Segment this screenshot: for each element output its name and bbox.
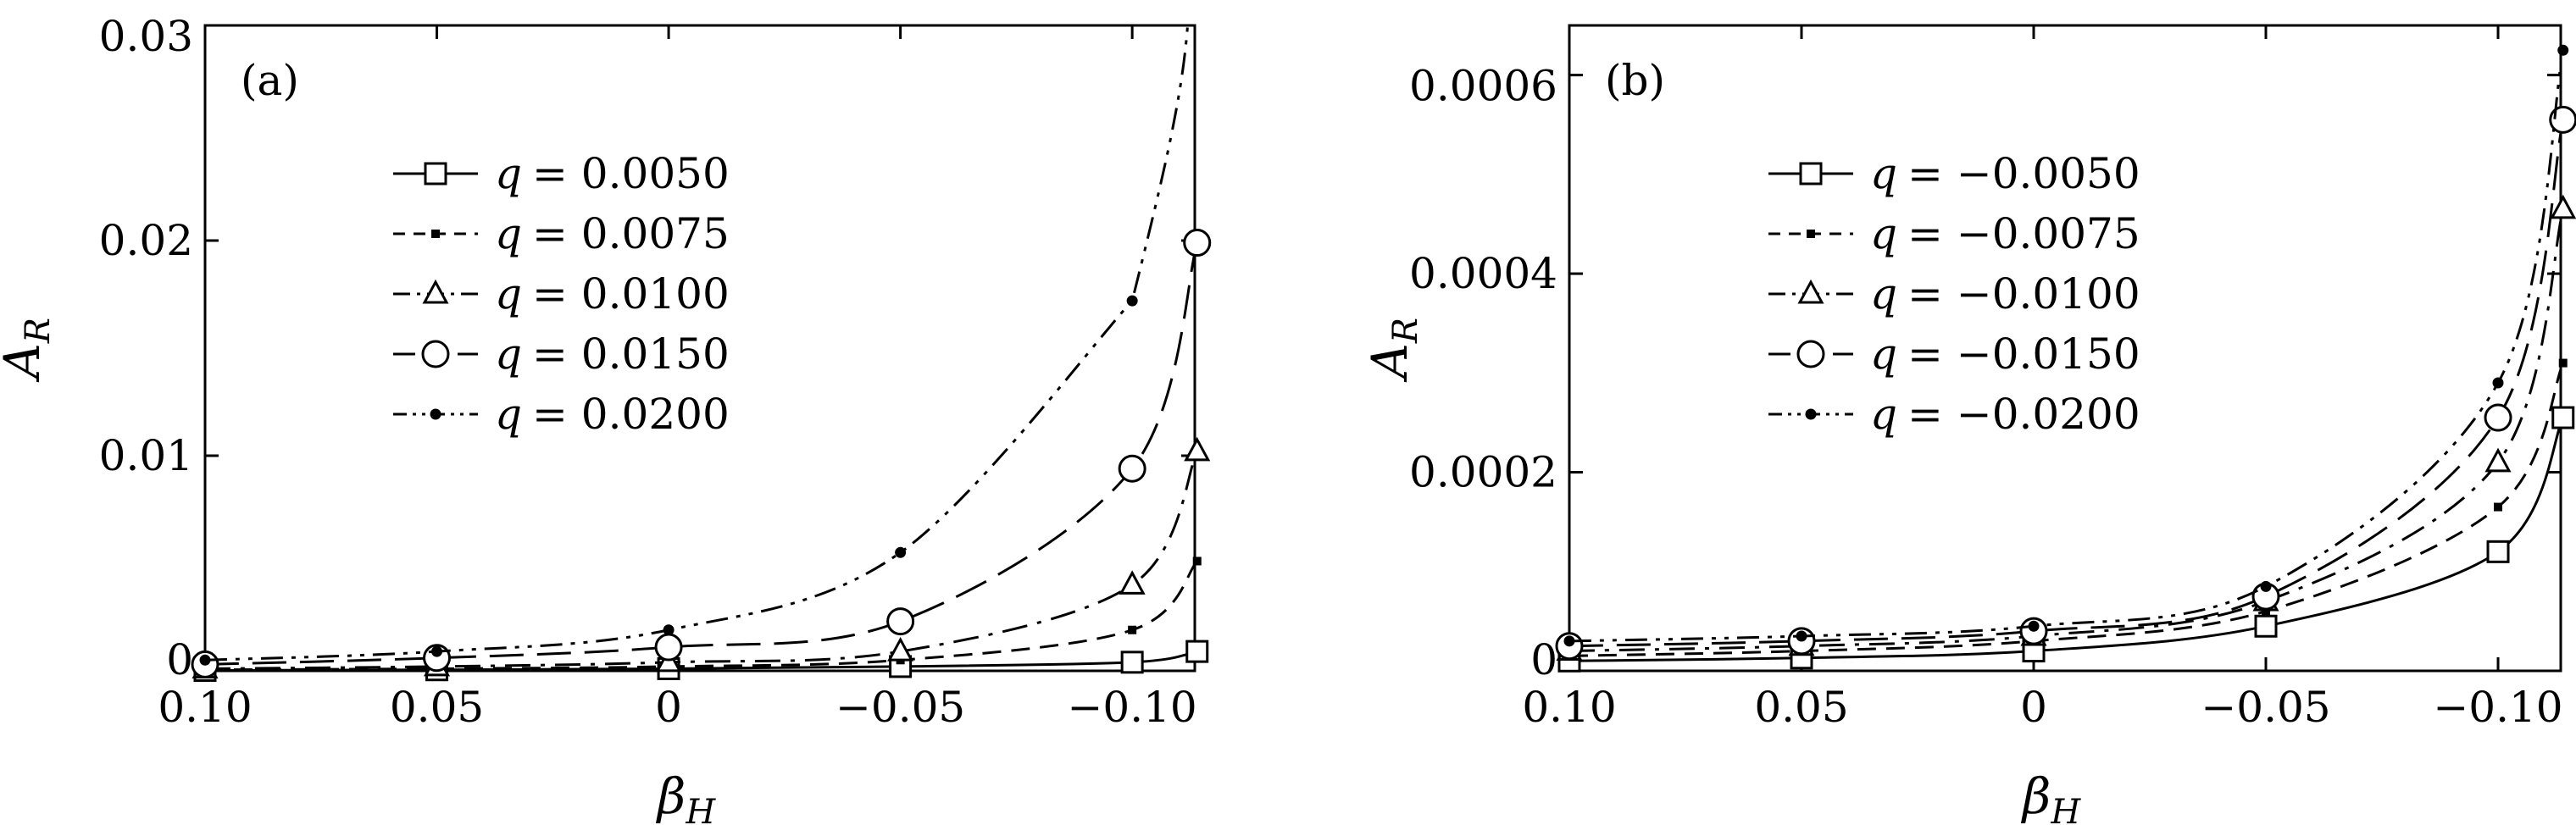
legend-label: q = −0.0150 xyxy=(1870,329,2140,379)
data-point-smallsquare xyxy=(1128,625,1137,634)
series-5 xyxy=(1563,44,2569,647)
series-line xyxy=(1569,125,2561,648)
x-tick-label: 0 xyxy=(655,683,682,732)
data-point-square xyxy=(424,162,447,185)
data-point-circle xyxy=(886,607,915,636)
series-line xyxy=(205,25,1190,662)
data-point-triangle xyxy=(1797,279,1824,304)
series-line xyxy=(1569,419,2561,662)
legend-label: q = −0.0200 xyxy=(1870,390,2140,439)
data-point-dot xyxy=(2492,377,2504,389)
data-point-triangle xyxy=(2550,194,2576,219)
data-point-square xyxy=(2254,614,2278,638)
data-point-dot xyxy=(2028,620,2040,632)
data-point-square xyxy=(1185,640,1209,663)
data-point-circle xyxy=(2484,403,2512,432)
series-line xyxy=(205,246,1195,666)
data-point-square xyxy=(1799,162,1823,185)
data-point-circle xyxy=(1118,454,1146,483)
y-tick-label: 0 xyxy=(1530,635,1557,684)
data-point-circle xyxy=(1183,229,1212,257)
series-line xyxy=(1569,56,2561,643)
series-line xyxy=(205,562,1195,671)
y-tick-label: 0.02 xyxy=(99,216,193,265)
legend-label: q = 0.0075 xyxy=(495,209,730,258)
x-tick-label: 0 xyxy=(2020,683,2047,732)
y-tick-label: 0.01 xyxy=(99,431,193,480)
data-point-dot xyxy=(2260,580,2272,592)
series-3 xyxy=(192,436,1211,678)
x-tick-label: −0.05 xyxy=(2201,683,2330,732)
data-point-square xyxy=(2486,540,2510,563)
plot-frame xyxy=(203,24,1196,673)
panel-label: (b) xyxy=(1605,56,1665,105)
legend-label: q = 0.0150 xyxy=(495,329,730,379)
data-point-dot xyxy=(1796,630,1807,642)
data-point-square xyxy=(2551,406,2575,429)
legend-label: q = −0.0050 xyxy=(1870,149,2140,198)
panel-b: 0.10 0.05 0 −0.05 −0.10 0 0.0002 0.0004 0.0006 βH… xyxy=(1361,24,2576,825)
panel-label: (a) xyxy=(241,56,299,105)
x-tick-label: 0.10 xyxy=(1522,683,1616,732)
data-point-smallsquare xyxy=(1807,230,1815,238)
y-tick-label: 0.0006 xyxy=(1409,62,1557,111)
data-point-triangle xyxy=(1119,570,1146,595)
series-line xyxy=(205,453,1195,670)
y-tick-label: 0.0002 xyxy=(1409,448,1557,497)
data-point-square xyxy=(1120,651,1144,674)
data-point-smallsquare xyxy=(1192,556,1202,566)
x-axis-title: βH xyxy=(656,767,717,825)
panel-a: 0.10 0.05 0 −0.05 −0.10 0 0.01 0.02 0.03 βH AR (a) q… xyxy=(0,12,1212,825)
data-point-circle xyxy=(654,633,683,662)
legend-label: q = 0.0050 xyxy=(495,149,730,198)
data-point-dot xyxy=(2557,44,2569,56)
series-1 xyxy=(193,640,1209,682)
series-5 xyxy=(199,25,1190,666)
data-point-triangle xyxy=(887,636,914,662)
data-point-circle xyxy=(421,340,450,368)
series-line xyxy=(1569,213,2561,653)
data-point-dot xyxy=(431,645,443,657)
x-tick-label: 0.10 xyxy=(158,683,252,732)
data-point-dot xyxy=(895,546,907,558)
data-point-dot xyxy=(430,408,441,420)
data-point-smallsquare xyxy=(431,230,440,238)
x-tick-label: −0.10 xyxy=(1068,683,1197,732)
data-point-dot xyxy=(663,624,675,636)
y-tick-label: 0.0004 xyxy=(1409,249,1557,298)
data-point-dot xyxy=(1563,635,1575,647)
x-tick-label: 0.05 xyxy=(390,683,484,732)
legend: q = 0.0050 q = 0.0075 q = 0.0100 q = 0.0150 q = 0… xyxy=(393,149,730,439)
x-tick-label: −0.10 xyxy=(2433,683,2562,732)
series-1 xyxy=(1557,406,2575,673)
data-point-dot xyxy=(1126,295,1138,307)
data-point-triangle xyxy=(1184,436,1211,462)
data-point-smallsquare xyxy=(2494,502,2503,512)
x-axis-title: βH xyxy=(2021,767,2082,825)
y-axis-title: AR xyxy=(0,318,58,383)
legend-label: q = −0.0075 xyxy=(1870,209,2140,258)
legend: q = −0.0050 q = −0.0075 q = −0.0100 q = −0.0150… xyxy=(1768,149,2140,439)
data-point-smallsquare xyxy=(2262,606,2271,616)
data-point-triangle xyxy=(422,279,449,304)
y-axis-title: AR xyxy=(1361,318,1425,383)
legend-label: q = 0.0200 xyxy=(495,390,730,439)
plot-frame xyxy=(1568,24,2562,673)
data-point-dot xyxy=(1805,408,1817,420)
y-tick-label: 0.03 xyxy=(99,12,193,61)
x-tick-label: −0.05 xyxy=(836,683,965,732)
legend-label: q = 0.0100 xyxy=(495,269,730,318)
legend-label: q = −0.0100 xyxy=(1870,269,2140,318)
data-point-triangle xyxy=(2484,447,2512,473)
y-tick-label: 0 xyxy=(166,635,193,684)
data-point-smallsquare xyxy=(2558,358,2568,368)
x-tick-label: 0.05 xyxy=(1754,683,1848,732)
data-point-dot xyxy=(199,654,211,666)
data-point-circle xyxy=(1796,340,1825,368)
